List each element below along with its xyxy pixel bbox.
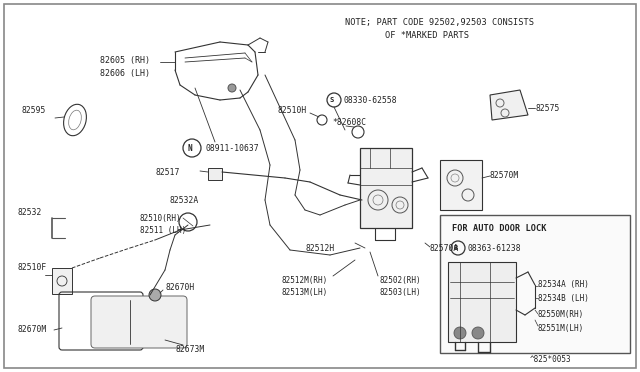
Text: 82606 (LH): 82606 (LH)	[100, 68, 150, 77]
Bar	[440, 215, 630, 353]
Text: 82575: 82575	[535, 103, 559, 112]
Text: 82510(RH): 82510(RH)	[140, 214, 182, 222]
Text: 82551M(LH): 82551M(LH)	[538, 324, 584, 333]
Text: 08911-10637: 08911-10637	[205, 144, 259, 153]
Text: 82534B (LH): 82534B (LH)	[538, 294, 589, 302]
Text: 82503(LH): 82503(LH)	[380, 289, 422, 298]
Text: 82513M(LH): 82513M(LH)	[282, 289, 328, 298]
Text: 82570M: 82570M	[490, 170, 519, 180]
Text: 08363-61238: 08363-61238	[468, 244, 522, 253]
Text: 82670H: 82670H	[165, 283, 195, 292]
Text: 82670M: 82670M	[18, 326, 47, 334]
Bar	[448, 262, 516, 342]
Text: 82532A: 82532A	[170, 196, 199, 205]
Circle shape	[228, 84, 236, 92]
Bar	[360, 148, 412, 228]
Text: 82532: 82532	[18, 208, 42, 217]
Text: ^825*0053: ^825*0053	[530, 356, 572, 365]
Text: *82608C: *82608C	[332, 118, 366, 126]
Text: FOR AUTO DOOR LOCK: FOR AUTO DOOR LOCK	[452, 224, 547, 232]
Text: 08330-62558: 08330-62558	[344, 96, 397, 105]
Text: 82570A: 82570A	[430, 244, 460, 253]
Text: 82550M(RH): 82550M(RH)	[538, 311, 584, 320]
Text: 82673M: 82673M	[175, 346, 204, 355]
Bar	[440, 160, 482, 210]
FancyBboxPatch shape	[91, 296, 187, 348]
Text: 82517: 82517	[155, 167, 179, 176]
Circle shape	[454, 327, 466, 339]
Bar	[208, 168, 222, 180]
Text: 82502(RH): 82502(RH)	[380, 276, 422, 285]
Text: N: N	[188, 144, 193, 153]
Text: B: B	[454, 245, 458, 251]
Text: NOTE; PART CODE 92502,92503 CONSISTS: NOTE; PART CODE 92502,92503 CONSISTS	[345, 17, 534, 26]
Text: 82595: 82595	[22, 106, 46, 115]
Bar	[52, 268, 72, 294]
Text: 82510H: 82510H	[278, 106, 307, 115]
Text: S: S	[330, 97, 334, 103]
Text: 82534A (RH): 82534A (RH)	[538, 280, 589, 289]
Text: 82512H: 82512H	[305, 244, 334, 253]
Polygon shape	[490, 90, 528, 120]
Text: 82511 (LH): 82511 (LH)	[140, 225, 186, 234]
Circle shape	[472, 327, 484, 339]
Text: 82512M(RH): 82512M(RH)	[282, 276, 328, 285]
Circle shape	[149, 289, 161, 301]
Text: 82605 (RH): 82605 (RH)	[100, 55, 150, 64]
Text: OF *MARKED PARTS: OF *MARKED PARTS	[385, 31, 469, 39]
Text: 82510F: 82510F	[18, 263, 47, 273]
